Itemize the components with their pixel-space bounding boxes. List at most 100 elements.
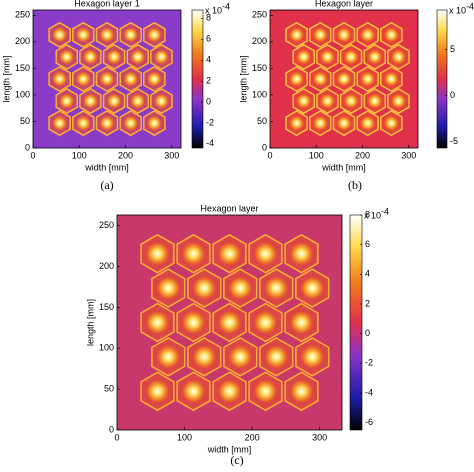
hexagon-glow <box>51 114 69 132</box>
y-tick-label: 0 <box>109 424 114 434</box>
hexagon-glow <box>389 92 407 110</box>
colorbar-tick-label: 8 <box>365 209 370 219</box>
chart-title: Hexagon layer <box>200 203 258 213</box>
hexagon-glow <box>342 48 360 66</box>
y-tick-label: 150 <box>99 302 114 312</box>
colorbar-tick-label: -2 <box>365 358 373 368</box>
hexagon-glow <box>98 70 116 88</box>
y-tick-label: 250 <box>99 220 114 230</box>
x-tick-label: 0 <box>114 432 119 442</box>
y-axis-label: length [mm] <box>85 299 95 346</box>
y-tick-label: 50 <box>104 384 114 394</box>
colorbar-exponent: -4 <box>381 206 389 216</box>
colorbar-tick-label: 0 <box>450 90 455 100</box>
x-tick-label: 300 <box>164 150 179 160</box>
caption: (a) <box>100 178 113 192</box>
hexagon-glow <box>288 378 315 405</box>
hexagon-glow <box>335 26 353 44</box>
hexagon-glow <box>144 378 171 405</box>
hexagon-glow <box>216 309 243 336</box>
x-tick-label: 200 <box>355 150 370 160</box>
hexagon-glow <box>191 274 218 302</box>
hexagon-glow <box>74 70 92 88</box>
caption: (c) <box>230 453 243 467</box>
y-tick-label: 150 <box>15 63 30 73</box>
hexagon-glow <box>311 70 329 88</box>
hexagon-glow <box>389 48 407 66</box>
hexagon-glow <box>227 343 254 371</box>
hexagon-glow <box>216 240 243 267</box>
plot-frame <box>32 9 182 149</box>
x-tick-label: 0 <box>30 150 35 160</box>
hexagon-glow <box>155 274 182 302</box>
x-tick-label: 100 <box>72 150 87 160</box>
hexagon-glow <box>58 48 76 66</box>
hexagon-glow <box>263 274 290 302</box>
hexagon-glow <box>318 92 336 110</box>
hexagon-glow <box>180 378 207 405</box>
chart-title: Hexagon layer <box>315 0 373 8</box>
hexagon-glow <box>105 48 123 66</box>
hexagon-glow <box>288 240 315 267</box>
hexagon-glow <box>74 114 92 132</box>
x-axis-label: width [mm] <box>207 444 252 454</box>
hexagon-glow <box>191 343 218 371</box>
hexagon-glow <box>263 343 290 371</box>
y-tick-label: 200 <box>15 36 30 46</box>
hexagon-glow <box>51 26 69 44</box>
colorbar-tick-label: -4 <box>206 138 214 148</box>
colorbar-tick-label: 2 <box>365 298 370 308</box>
hexagon-glow <box>144 309 171 336</box>
y-tick-label: 200 <box>99 261 114 271</box>
hexagon-glow <box>122 26 140 44</box>
hexagon-glow <box>129 48 147 66</box>
hexagon-glow <box>366 48 384 66</box>
hexagon-glow <box>98 114 116 132</box>
hexagon-glow <box>359 70 377 88</box>
colorbar-scale: x 10 <box>364 210 381 220</box>
colorbar-tick-label: 0 <box>206 96 211 106</box>
hexagon-glow <box>366 92 384 110</box>
y-tick-label: 0 <box>25 142 30 152</box>
hexagon-glow <box>51 70 69 88</box>
colorbar-scale: x 10 <box>205 5 222 15</box>
hexagon-glow <box>74 26 92 44</box>
hexagon-glow <box>152 48 170 66</box>
colorbar-tick-label: 6 <box>365 239 370 249</box>
hexagon-glow <box>81 92 99 110</box>
colorbar-tick-label: 8 <box>206 13 211 23</box>
hexagon-glow <box>299 274 326 302</box>
colorbar-tick-label: -5 <box>450 136 458 146</box>
hexagon-glow <box>288 309 315 336</box>
colorbar-tick-label: 0 <box>365 328 370 338</box>
hexagon-glow <box>359 114 377 132</box>
y-tick-label: 100 <box>15 89 30 99</box>
colorbar <box>349 214 363 431</box>
hexagon-glow <box>311 26 329 44</box>
x-tick-label: 300 <box>401 150 416 160</box>
hexagon-glow <box>180 240 207 267</box>
y-tick-label: 50 <box>20 116 30 126</box>
hexagon-glow <box>382 114 400 132</box>
x-axis-label: width [mm] <box>84 162 129 172</box>
hexagon-glow <box>145 70 163 88</box>
hexagon-glow <box>288 26 306 44</box>
hexagon-glow <box>98 26 116 44</box>
colorbar-tick-label: 4 <box>206 55 211 65</box>
hexagon-glow <box>129 92 147 110</box>
y-tick-label: 0 <box>262 142 267 152</box>
colorbar-exponent: -4 <box>466 1 474 11</box>
hexagon-glow <box>155 343 182 371</box>
colorbar-tick-label: 6 <box>206 34 211 44</box>
hexagon-glow <box>311 114 329 132</box>
hexagon-glow <box>216 378 243 405</box>
hexagon-glow <box>180 309 207 336</box>
hexagon-glow <box>227 274 254 302</box>
hexagon-glow <box>122 114 140 132</box>
y-axis-label: length [mm] <box>238 55 248 102</box>
colorbar-scale: x 10 <box>449 5 466 15</box>
colorbar <box>436 9 448 149</box>
hexagon-glow <box>105 92 123 110</box>
hexagon-glow <box>288 70 306 88</box>
